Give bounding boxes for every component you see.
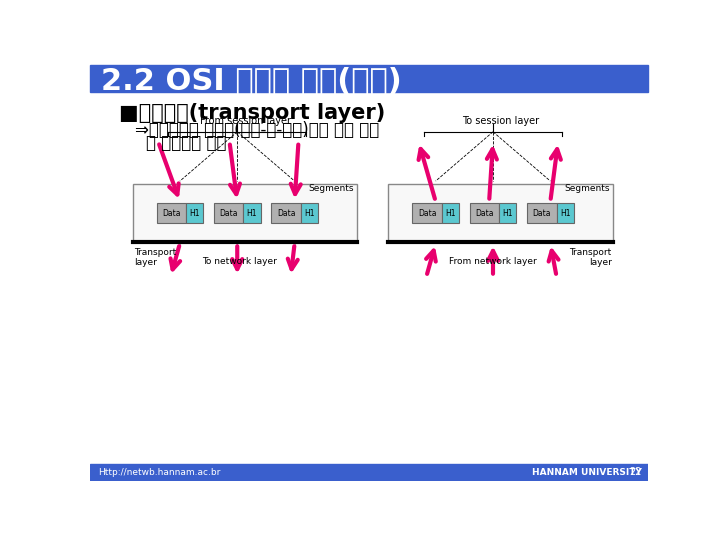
- Bar: [499, 203, 516, 223]
- Text: 2.2 OSI 모델의 계층(계속): 2.2 OSI 모델의 계층(계속): [101, 66, 402, 96]
- Text: Transport
layer: Transport layer: [570, 248, 611, 267]
- Text: Http://netwb.hannam.ac.br: Http://netwb.hannam.ac.br: [98, 468, 220, 477]
- Text: H1: H1: [247, 208, 257, 218]
- Bar: [186, 203, 203, 223]
- Bar: [469, 203, 499, 223]
- Text: 22: 22: [629, 467, 642, 477]
- Text: Data: Data: [533, 208, 551, 218]
- Bar: [442, 203, 459, 223]
- Bar: [90, 464, 648, 481]
- Bar: [271, 203, 301, 223]
- Text: Data: Data: [162, 208, 181, 218]
- Text: H1: H1: [304, 208, 315, 218]
- Text: HANNAM UNIVERSITY: HANNAM UNIVERSITY: [532, 468, 642, 477]
- Text: H1: H1: [445, 208, 456, 218]
- Bar: [157, 203, 186, 223]
- Text: From session layer: From session layer: [199, 116, 290, 126]
- Bar: [214, 203, 243, 223]
- Text: H1: H1: [189, 208, 200, 218]
- Bar: [243, 203, 261, 223]
- Text: H1: H1: [503, 208, 513, 218]
- Bar: [557, 203, 574, 223]
- Text: Transport
layer: Transport layer: [134, 248, 176, 267]
- Text: 지 전달기능 제공: 지 전달기능 제공: [145, 134, 226, 152]
- Bar: [301, 203, 318, 223]
- Text: Segments: Segments: [564, 184, 610, 193]
- Text: To session layer: To session layer: [462, 116, 539, 126]
- Text: Data: Data: [418, 208, 436, 218]
- Text: ■전송계층(transport layer): ■전송계층(transport layer): [120, 103, 386, 123]
- Bar: [527, 203, 557, 223]
- Text: From network layer: From network layer: [449, 256, 537, 266]
- Bar: [413, 203, 442, 223]
- Text: To network layer: To network layer: [202, 256, 277, 266]
- Text: ⇒발신지에서 목적지(종단-대-종단)까지 전체 메시: ⇒발신지에서 목적지(종단-대-종단)까지 전체 메시: [135, 122, 379, 139]
- Text: H1: H1: [560, 208, 570, 218]
- Bar: [467, 201, 518, 229]
- Text: Data: Data: [220, 208, 238, 218]
- Bar: [132, 184, 357, 242]
- Bar: [410, 201, 462, 229]
- Text: Data: Data: [475, 208, 494, 218]
- Text: Segments: Segments: [309, 184, 354, 193]
- Bar: [525, 201, 576, 229]
- Text: Data: Data: [276, 208, 295, 218]
- Bar: [90, 65, 648, 92]
- Bar: [388, 184, 613, 242]
